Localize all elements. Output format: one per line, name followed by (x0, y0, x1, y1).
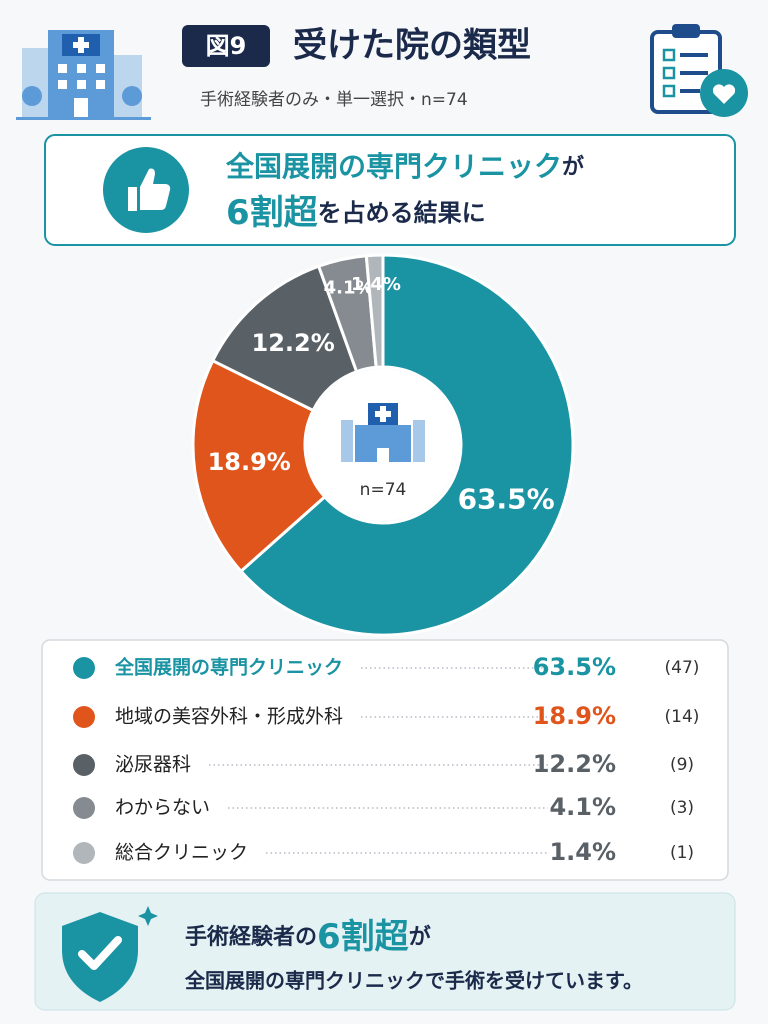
center-hospital-icon (341, 403, 425, 462)
legend-count: (14) (665, 707, 700, 727)
footer-text: が (409, 924, 431, 950)
slice-label: 12.2% (252, 329, 335, 357)
legend-swatch (73, 842, 95, 864)
headline-text: が (562, 154, 584, 180)
icon-part (413, 420, 425, 462)
legend-count: (9) (670, 755, 694, 775)
slice-label: 4.1% (324, 278, 374, 299)
slice-label: 63.5% (458, 482, 555, 515)
footer-line1: 手術経験者の6割超が (185, 917, 431, 957)
headline-emphasis: 6割超 (226, 193, 319, 233)
legend-value: 1.4% (549, 838, 616, 866)
donut-chart: 63.5% 18.9% 12.2% 4.1%1.4% n=74 (191, 253, 575, 637)
legend-swatch (73, 706, 95, 728)
legend-swatch (73, 657, 95, 679)
slice-label: 1.4% (351, 274, 401, 295)
hospital-icon (16, 30, 151, 120)
legend-value: 63.5% (533, 653, 616, 681)
footer-text: 手術経験者の (185, 924, 317, 950)
slice-label: 18.9% (208, 448, 291, 476)
legend-label: 泌尿器科 (115, 754, 191, 776)
legend-count: (47) (665, 658, 700, 678)
donut-slice (191, 358, 327, 574)
headline-line2: 6割超を占める結果に (226, 193, 486, 233)
legend-label: わからない (115, 797, 210, 819)
clipboard-icon (650, 24, 748, 117)
icon-part (377, 448, 389, 462)
headline-text: を占める結果に (318, 199, 486, 227)
legend-swatch (73, 797, 95, 819)
chart-title: 受けた院の類型 (293, 26, 531, 66)
thumb-shape (128, 168, 171, 211)
legend-count: (3) (670, 798, 694, 818)
figure-label: 図9 (206, 32, 247, 60)
headline-box (44, 134, 736, 246)
subtitle: 手術経験者のみ・単一選択・n=74 (200, 90, 468, 110)
legend-label: 地域の美容外科・形成外科 (115, 706, 343, 728)
headline-emphasis: 全国展開の専門クリニック (225, 150, 562, 183)
legend-box (41, 639, 729, 881)
legend-value: 18.9% (533, 702, 616, 730)
footer-emphasis: 6割超 (317, 917, 410, 957)
legend-value: 4.1% (549, 793, 616, 821)
legend: 全国展開の専門クリニック 63.5% (47) 地域の美容外科・形成外科 18.9% (1… (73, 653, 699, 866)
donut-slice (364, 253, 385, 369)
headline-line1: 全国展開の専門クリニックが (225, 150, 584, 183)
legend-count: (1) (670, 843, 694, 863)
icon-part (341, 420, 353, 462)
legend-swatch (73, 754, 95, 776)
legend-value: 12.2% (533, 750, 616, 778)
shield-icon (62, 906, 158, 1002)
center-label: n=74 (360, 480, 407, 500)
figure-badge (182, 25, 270, 67)
legend-label: 全国展開の専門クリニック (114, 656, 343, 679)
footer-line2: 全国展開の専門クリニックで手術を受けています。 (184, 969, 643, 993)
legend-label: 総合クリニック (115, 842, 248, 864)
footer-box (34, 892, 736, 1011)
donut-slice (238, 253, 575, 637)
icon-part (375, 411, 391, 417)
